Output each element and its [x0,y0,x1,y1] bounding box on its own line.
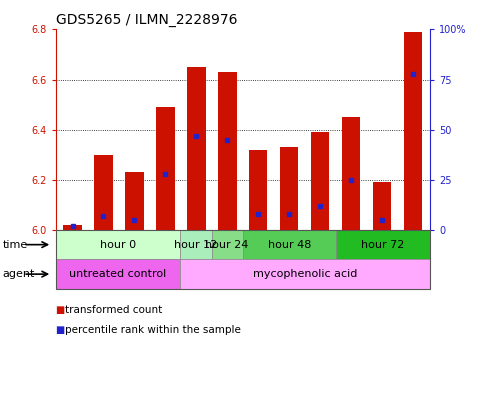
Text: hour 12: hour 12 [174,240,217,250]
Text: percentile rank within the sample: percentile rank within the sample [65,325,241,335]
Bar [63,225,82,230]
Bar [341,117,360,230]
Text: transformed count: transformed count [65,305,162,316]
Text: ■: ■ [56,305,65,316]
Text: hour 24: hour 24 [205,240,249,250]
Bar [311,132,329,230]
Bar [187,67,206,230]
Bar [249,150,268,230]
Bar [373,182,391,230]
Bar [125,172,144,230]
Text: untreated control: untreated control [69,269,167,279]
Text: hour 72: hour 72 [361,240,405,250]
Text: agent: agent [2,269,35,279]
Text: GDS5265 / ILMN_2228976: GDS5265 / ILMN_2228976 [56,13,237,27]
Bar [94,155,113,230]
Text: mycophenolic acid: mycophenolic acid [253,269,357,279]
Bar [280,147,298,230]
Text: hour 48: hour 48 [268,240,311,250]
Text: hour 0: hour 0 [100,240,136,250]
Text: ■: ■ [56,325,65,335]
Bar [404,32,422,230]
Bar [218,72,237,230]
Bar [156,107,175,230]
Text: time: time [2,240,28,250]
